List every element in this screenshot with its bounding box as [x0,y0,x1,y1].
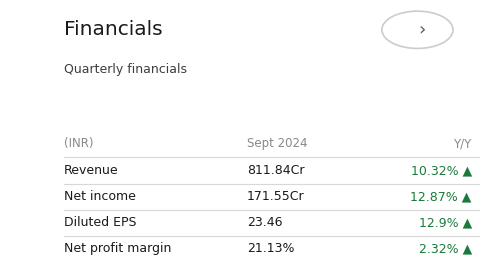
Text: Net income: Net income [64,190,136,203]
Text: Net profit margin: Net profit margin [64,242,171,255]
Text: 10.32% ▲: 10.32% ▲ [411,164,472,177]
Text: Quarterly financials: Quarterly financials [64,63,187,76]
Text: ›: › [418,21,425,39]
Text: 171.55Cr: 171.55Cr [247,190,305,203]
Text: Y/Y: Y/Y [453,137,472,150]
Text: 12.9% ▲: 12.9% ▲ [418,216,472,229]
Text: 2.32% ▲: 2.32% ▲ [418,242,472,255]
Text: 12.87% ▲: 12.87% ▲ [411,190,472,203]
Text: 21.13%: 21.13% [247,242,294,255]
Text: Diluted EPS: Diluted EPS [64,216,137,229]
Text: Revenue: Revenue [64,164,119,177]
Text: Sept 2024: Sept 2024 [247,137,307,150]
Text: 811.84Cr: 811.84Cr [247,164,304,177]
Text: (INR): (INR) [64,137,94,150]
Text: 23.46: 23.46 [247,216,283,229]
Text: Financials: Financials [64,20,163,39]
